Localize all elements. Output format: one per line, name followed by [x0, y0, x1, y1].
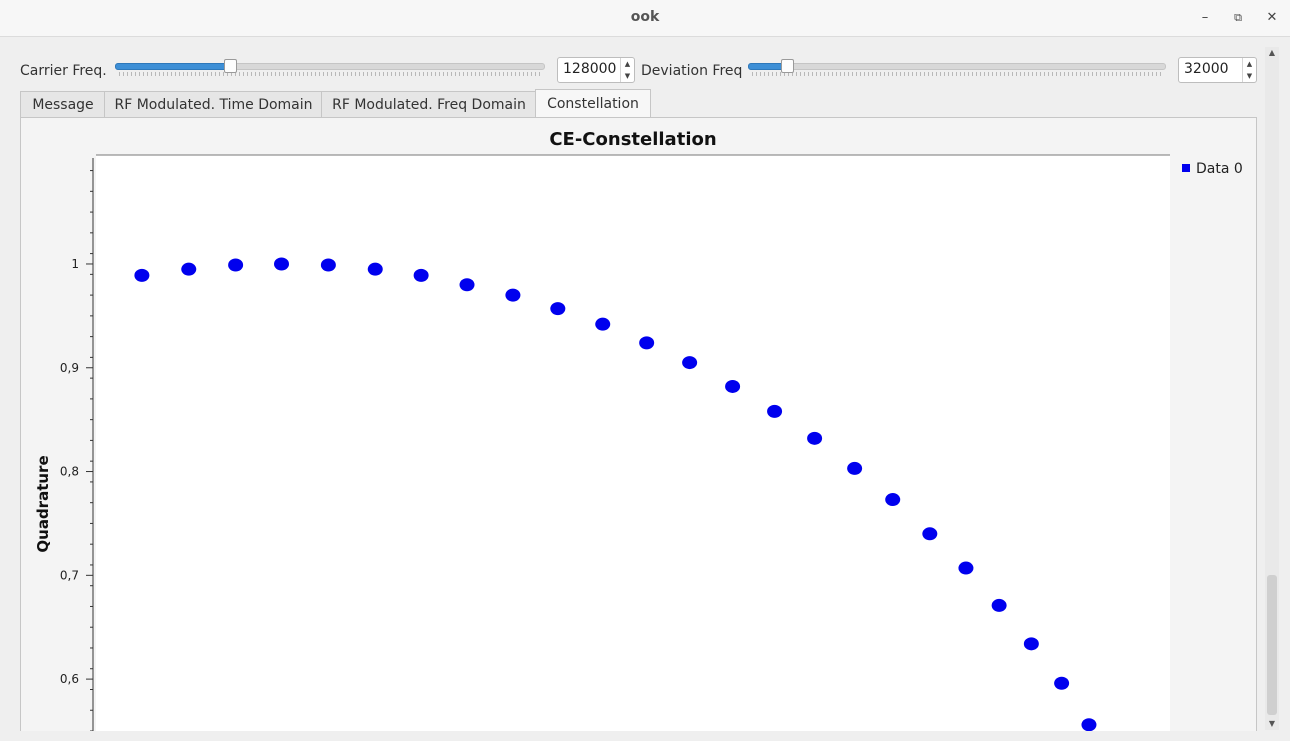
carrier-freq-value[interactable]: 128000 — [563, 61, 617, 77]
legend-label-data-0: Data 0 — [1196, 161, 1243, 177]
constellation-point — [181, 262, 197, 276]
constellation-point — [922, 527, 938, 541]
title-bar: ook – ⧉ ✕ — [0, 0, 1290, 37]
legend-swatch-data-0 — [1182, 164, 1190, 172]
window-title: ook — [630, 9, 660, 25]
scroll-down-icon[interactable]: ▼ — [1268, 719, 1276, 728]
tab-message[interactable]: Message — [20, 91, 106, 118]
constellation-point — [639, 336, 655, 350]
tab-rf-time-domain[interactable]: RF Modulated. Time Domain — [104, 91, 323, 118]
y-tick-label: 0,7 — [60, 568, 79, 582]
constellation-point — [274, 257, 290, 271]
chart-title: CE-Constellation — [549, 129, 716, 150]
carrier-freq-slider[interactable] — [115, 59, 545, 78]
constellation-point — [228, 258, 244, 272]
chart-legend: Data 0 — [1182, 161, 1243, 177]
constellation-point — [134, 268, 150, 282]
y-axis-ticks — [86, 170, 93, 732]
deviation-spin-down-icon[interactable]: ▼ — [1246, 72, 1253, 80]
scroll-up-icon[interactable]: ▲ — [1268, 48, 1276, 57]
tab-constellation[interactable]: Constellation — [535, 89, 651, 118]
data-points — [134, 257, 1097, 732]
y-tick-label: 1 — [71, 257, 79, 271]
y-tick-label: 0,6 — [60, 672, 79, 686]
constellation-point — [1023, 637, 1039, 651]
y-tick-label: 0,8 — [60, 465, 79, 479]
constellation-point — [413, 268, 429, 282]
minimize-icon[interactable]: – — [1201, 10, 1209, 25]
tab-rf-freq-domain[interactable]: RF Modulated. Freq Domain — [321, 91, 537, 118]
y-tick-label: 0,9 — [60, 361, 79, 375]
close-icon[interactable]: ✕ — [1266, 10, 1278, 25]
constellation-point — [1054, 676, 1070, 690]
main-window: Carrier Freq. 128000 ▲ ▼ Deviation Freq … — [0, 37, 1290, 732]
constellation-point — [550, 302, 566, 316]
constellation-point — [991, 598, 1007, 612]
carrier-spin-down-icon[interactable]: ▼ — [624, 72, 631, 80]
constellation-point — [767, 404, 783, 418]
deviation-freq-value[interactable]: 32000 — [1184, 61, 1229, 77]
constellation-point — [682, 356, 698, 370]
maximize-icon[interactable]: ⧉ — [1234, 11, 1242, 24]
plot-canvas — [96, 155, 1170, 731]
constellation-point — [367, 262, 383, 276]
constellation-point — [958, 561, 974, 575]
deviation-spin-up-icon[interactable]: ▲ — [1246, 60, 1253, 68]
y-axis-label: Quadrature — [34, 455, 52, 552]
deviation-freq-spinbox[interactable]: 32000 ▲ ▼ — [1178, 57, 1257, 83]
constellation-point — [725, 379, 741, 393]
scrollbar-thumb[interactable] — [1267, 575, 1277, 715]
constellation-point — [885, 493, 901, 507]
constellation-point — [807, 431, 823, 445]
deviation-slider-handle[interactable] — [781, 59, 794, 73]
constellation-point — [847, 461, 863, 475]
constellation-point — [320, 258, 336, 272]
deviation-freq-slider[interactable] — [748, 59, 1166, 78]
constellation-point — [459, 278, 475, 292]
vertical-scrollbar[interactable]: ▲ ▼ — [1265, 47, 1279, 730]
constellation-point — [595, 317, 611, 331]
deviation-freq-label: Deviation Freq — [641, 63, 743, 79]
constellation-chart: CE-Constellation 1 0,9 0,8 0,7 0,6 Quadratur… — [34, 129, 1243, 732]
y-axis-labels: 1 0,9 0,8 0,7 0,6 — [60, 257, 79, 686]
constellation-point — [1081, 718, 1097, 732]
carrier-slider-handle[interactable] — [224, 59, 237, 73]
carrier-freq-label: Carrier Freq. — [20, 63, 107, 79]
constellation-panel: CE-Constellation 1 0,9 0,8 0,7 0,6 Quadratur… — [20, 117, 1257, 732]
constellation-point — [505, 288, 521, 302]
carrier-freq-spinbox[interactable]: 128000 ▲ ▼ — [557, 57, 635, 83]
carrier-spin-up-icon[interactable]: ▲ — [624, 60, 631, 68]
